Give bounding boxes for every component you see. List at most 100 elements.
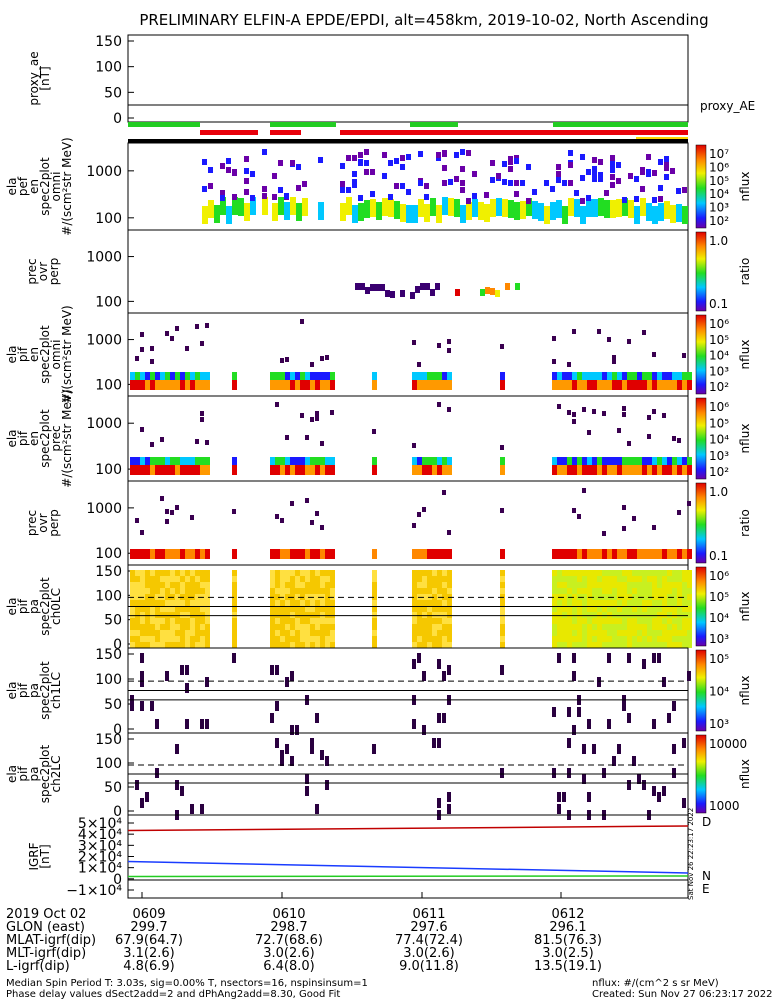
ytick-ela_pif_pa_ch2-0: 150	[95, 732, 122, 748]
cell-ela_pef_en_omni	[318, 202, 324, 220]
cell-ela_pif_pa_ch0	[602, 576, 607, 582]
cell-ela_pif_pa_ch0	[145, 582, 150, 588]
cell-ela_pif_prec_ratio	[165, 509, 169, 514]
cell-ela_pef_en_omni	[472, 199, 478, 217]
cell-ela_pif_pa_ch1	[185, 665, 189, 675]
cell-ela_pif_pa_ch0	[557, 636, 562, 642]
cell-ela_pif_pa_ch0	[320, 630, 325, 636]
cell-ela_pif_en_omni	[500, 344, 504, 349]
cell-ela_pif_pa_ch0	[305, 570, 310, 576]
cell-ela_pif_pa_ch0	[667, 600, 672, 606]
cell-ela_pif_en_prec	[285, 465, 290, 475]
cell-ela_pef_en_omni	[610, 161, 615, 167]
cell-ela_pif_pa_ch1	[232, 653, 236, 663]
cell-ela_pif_pa_ch0	[587, 630, 592, 636]
cell-ela_pef_en_omni	[466, 198, 471, 204]
cell-ela_pif_pa_ch0	[582, 636, 587, 642]
cell-ela_pef_prec_ratio	[410, 292, 415, 299]
cell-ela_pif_prec_ratio	[135, 549, 140, 559]
cell-ela_pif_en_omni	[637, 380, 642, 390]
ylabel-ela_pif_pa_ch1-0: ela	[5, 681, 19, 699]
cell-ela_pif_pa_ch0	[557, 630, 562, 636]
cell-ela_pif_pa_ch0	[170, 618, 175, 624]
cell-ela_pif_pa_ch0	[672, 636, 677, 642]
cell-ela_pif_en_prec	[662, 457, 667, 465]
cell-ela_pif_en_omni	[300, 319, 304, 324]
ytick-igrf-5: 0	[113, 872, 122, 888]
cell-ela_pif_pa_ch0	[205, 588, 210, 594]
cell-ela_pef_en_omni	[382, 152, 387, 158]
cell-ela_pif_pa_ch0	[200, 636, 205, 642]
cell-ela_pif_pa_ch0	[652, 576, 657, 582]
cell-ela_pif_en_omni	[280, 358, 284, 363]
cell-ela_pif_pa_ch0	[372, 582, 377, 588]
cell-ela_pif_pa_ch0	[300, 630, 305, 636]
cell-ela_pif_pa_ch1	[412, 719, 416, 729]
cell-ela_pif_prec_ratio	[412, 549, 417, 559]
cell-ela_pif_en_omni	[682, 372, 687, 380]
cell-ela_pif_pa_ch0	[652, 612, 657, 618]
cell-ela_pif_pa_ch0	[200, 576, 205, 582]
cell-ela_pif_pa_ch0	[195, 576, 200, 582]
cbar-tick-ela_pif_en_omni-4: 10²	[709, 380, 729, 394]
cell-ela_pef_en_omni	[610, 182, 615, 188]
cell-ela_pif_pa_ch0	[280, 642, 285, 648]
cell-ela_pif_pa_ch0	[602, 630, 607, 636]
cell-ela_pif_en_omni	[160, 380, 165, 390]
cell-ela_pef_prec_ratio	[435, 283, 440, 290]
cell-ela_pif_pa_ch0	[160, 612, 165, 618]
cell-ela_pif_en_prec	[657, 457, 662, 465]
cell-ela_pef_en_omni	[646, 154, 651, 160]
cell-ela_pif_en_prec	[432, 457, 437, 465]
cell-ela_pif_en_prec	[145, 465, 150, 475]
ylabel-ela_pef_prec_ratio-2: perp	[47, 258, 61, 286]
cell-ela_pif_prec_ratio	[320, 549, 325, 559]
cell-ela_pef_en_omni	[226, 167, 231, 173]
cell-ela_pef_prec_ratio	[425, 283, 430, 290]
cell-ela_pif_pa_ch0	[275, 600, 280, 606]
cell-ela_pif_pa_ch0	[672, 618, 677, 624]
cell-ela_pif_pa_ch0	[422, 570, 427, 576]
cell-ela_pif_pa_ch0	[135, 630, 140, 636]
cell-ela_pif_pa_ch0	[557, 612, 562, 618]
cell-ela_pif_pa_ch0	[270, 630, 275, 636]
cell-ela_pif_pa_ch0	[275, 588, 280, 594]
cell-ela_pif_pa_ch0	[150, 588, 155, 594]
cell-ela_pif_pa_ch2	[602, 768, 606, 778]
cell-ela_pif_prec_ratio	[185, 549, 190, 559]
cell-ela_pef_en_omni	[262, 197, 268, 215]
cell-ela_pif_en_prec	[667, 457, 672, 465]
cell-ela_pif_pa_ch0	[612, 636, 617, 642]
cell-ela_pif_pa_ch0	[442, 612, 447, 618]
cell-ela_pif_pa_ch0	[417, 588, 422, 594]
cell-ela_pif_pa_ch0	[617, 600, 622, 606]
cell-ela_pif_en_prec	[417, 465, 422, 475]
cell-ela_pif_en_prec	[677, 465, 682, 475]
cell-ela_pef_en_omni	[364, 160, 369, 166]
cell-ela_pif_pa_ch0	[652, 624, 657, 630]
cell-ela_pef_en_omni	[226, 206, 232, 224]
cell-ela_pif_pa_ch2	[642, 780, 646, 790]
cell-ela_pif_en_prec	[130, 457, 135, 465]
cell-ela_pif_pa_ch2	[567, 768, 571, 778]
cell-ela_pif_pa_ch0	[422, 642, 427, 648]
cell-ela_pef_en_omni	[454, 176, 459, 182]
cell-ela_pif_en_prec	[330, 410, 334, 415]
cell-ela_pif_pa_ch2	[447, 792, 451, 802]
ytick-igrf-0: 5×10⁴	[78, 816, 122, 832]
cell-ela_pif_pa_ch0	[657, 618, 662, 624]
ylabel-ela_pif_pa_ch1-2: pa	[27, 683, 41, 698]
cell-ela_pif_en_prec	[622, 406, 626, 411]
cell-ela_pef_en_omni	[586, 195, 591, 201]
cell-ela_pif_pa_ch2	[135, 780, 139, 790]
cell-ela_pif_en_omni	[180, 380, 185, 390]
cell-ela_pif_pa_ch1	[270, 713, 274, 723]
cell-ela_pif_en_omni	[320, 356, 324, 361]
cell-ela_pef_en_omni	[586, 169, 591, 175]
cell-ela_pif_pa_ch0	[657, 630, 662, 636]
cell-ela_pif_pa_ch0	[622, 618, 627, 624]
ytick-proxy_ae-3: 0	[113, 111, 122, 127]
cell-ela_pif_prec_ratio	[557, 549, 562, 559]
cell-ela_pef_en_omni	[278, 160, 283, 166]
cell-ela_pif_pa_ch1	[200, 719, 204, 729]
